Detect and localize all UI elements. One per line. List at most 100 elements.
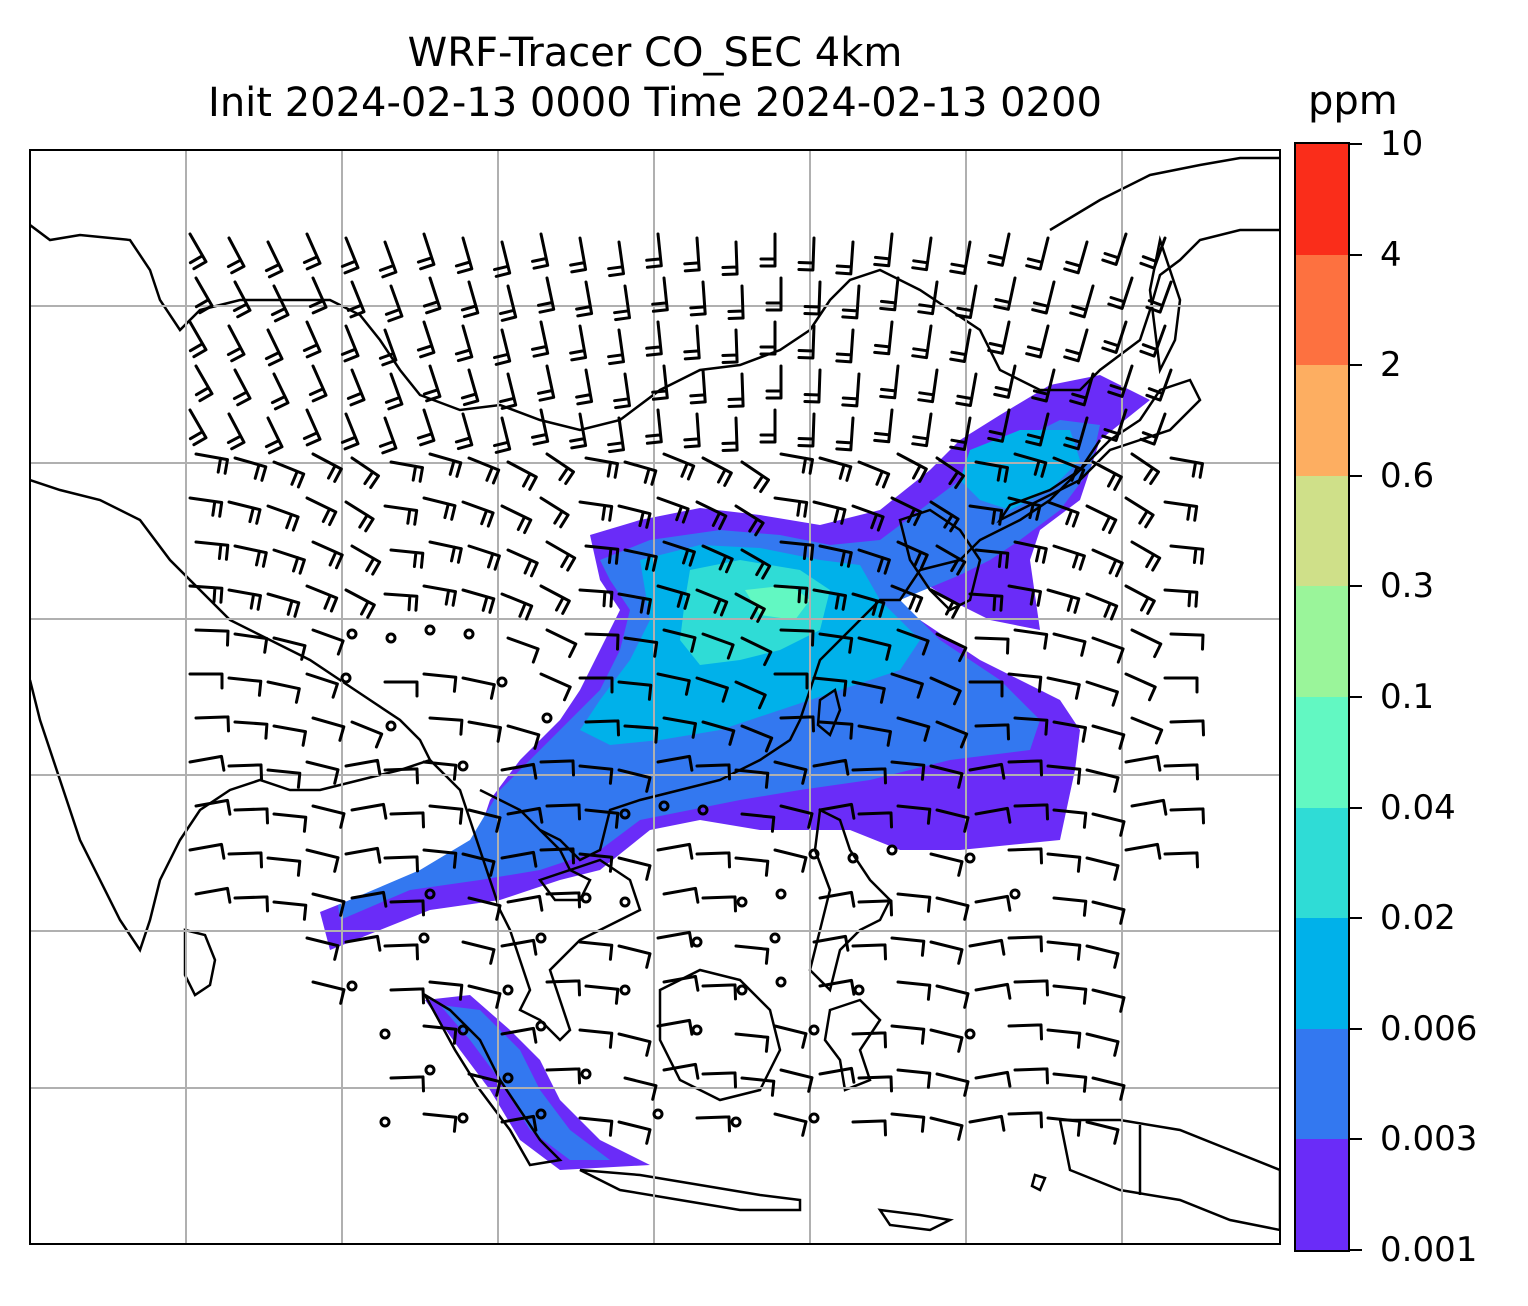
- colorbar-tick: [1350, 1027, 1362, 1030]
- wind-barb: [378, 416, 398, 455]
- wind-barb: [974, 548, 1010, 569]
- wind-barb: [305, 672, 339, 699]
- wind-barb: [1091, 460, 1123, 491]
- wind-barb: [311, 804, 346, 829]
- wind-barb: [1013, 979, 1049, 997]
- wind-barb: [695, 588, 729, 617]
- wind-barb: [857, 548, 891, 575]
- wind-barb: [340, 412, 360, 451]
- calm-marker: [535, 1020, 547, 1032]
- wind-barb: [506, 460, 538, 491]
- wind-barb: [194, 540, 230, 561]
- calm-marker: [580, 892, 592, 904]
- wind-barb: [194, 628, 230, 647]
- wind-barb: [188, 584, 224, 604]
- wind-barb: [721, 328, 739, 364]
- wind-barb: [929, 764, 964, 789]
- wind-barb: [968, 592, 1004, 612]
- wind-barb: [607, 240, 625, 278]
- wind-barb: [1091, 988, 1126, 1013]
- calm-marker: [886, 844, 898, 856]
- wind-barb: [623, 460, 658, 486]
- wind-barb: [851, 767, 887, 785]
- wind-barb: [656, 584, 691, 610]
- wind-barb: [227, 500, 262, 525]
- wind-barb: [734, 504, 765, 537]
- wind-barb: [857, 724, 892, 747]
- wind-barb: [1046, 1028, 1082, 1049]
- wind-barb: [1085, 768, 1120, 793]
- wind-barb: [1101, 320, 1128, 354]
- title-line-1: WRF-Tracer CO_SEC 4km: [407, 30, 903, 76]
- wind-barb: [422, 496, 457, 521]
- calm-marker: [457, 1112, 469, 1124]
- wind-barb: [233, 456, 268, 482]
- wind-barb: [812, 588, 847, 611]
- wind-barb: [428, 452, 463, 478]
- wind-barb: [873, 320, 894, 356]
- wind-barb: [740, 548, 772, 580]
- colorbar-band: [1296, 696, 1348, 808]
- wind-barb: [1163, 851, 1199, 869]
- wind-barb: [935, 632, 968, 663]
- wind-barb: [1069, 372, 1095, 407]
- calm-marker: [691, 936, 703, 948]
- wind-barb: [344, 588, 376, 619]
- calm-wind-markers: [340, 624, 1021, 1128]
- wind-barb: [226, 236, 246, 275]
- wind-barb: [1007, 1023, 1043, 1041]
- wind-barb: [531, 320, 550, 358]
- wind-barb: [773, 672, 809, 690]
- wind-barb: [232, 368, 252, 407]
- wind-barb: [656, 842, 694, 860]
- wind-barb: [818, 890, 856, 908]
- wind-barb: [974, 1070, 1012, 1088]
- coast-new-guinea: [1058, 1118, 1280, 1232]
- wind-barb: [584, 808, 620, 829]
- wind-barb: [467, 896, 502, 921]
- wind-barb: [545, 628, 578, 659]
- wind-barb: [835, 328, 855, 364]
- wind-barb: [695, 763, 731, 781]
- wind-barb: [974, 982, 1012, 1000]
- coast-japan: [996, 378, 1202, 524]
- wind-barb: [1052, 808, 1088, 829]
- wind-barb: [759, 408, 777, 444]
- wind-barb: [311, 540, 344, 570]
- wind-barb: [987, 408, 1011, 443]
- wind-barb: [1007, 496, 1042, 521]
- wind-barb: [389, 1075, 425, 1093]
- wind-barb: [740, 812, 776, 833]
- wind-barb: [645, 232, 663, 269]
- wind-barb: [617, 768, 652, 793]
- wind-barb: [1052, 632, 1087, 657]
- wind-barb: [344, 934, 382, 952]
- wind-barb: [1130, 540, 1162, 572]
- wind-barb: [1007, 847, 1043, 865]
- wind-barb: [701, 544, 734, 574]
- wind-barb: [1124, 672, 1157, 702]
- wind-barb: [689, 368, 707, 405]
- wind-barb: [233, 807, 269, 825]
- wind-barb: [890, 936, 926, 957]
- wind-barb: [779, 1068, 814, 1093]
- colorbar-tick: [1350, 253, 1362, 256]
- calm-marker: [730, 1116, 742, 1128]
- wind-barb: [1063, 328, 1089, 363]
- wind-barb: [194, 452, 229, 475]
- wind-barb: [1046, 852, 1082, 873]
- wind-barb: [305, 848, 340, 873]
- wind-barb: [662, 452, 696, 481]
- map-frame: [29, 149, 1281, 1245]
- wind-barb: [340, 324, 360, 363]
- wind-barb: [1163, 588, 1199, 608]
- wind-barb: [607, 328, 625, 366]
- wind-barb: [1130, 716, 1164, 745]
- wind-barb: [617, 592, 652, 615]
- wind-barb: [311, 716, 346, 742]
- wind-barb: [803, 280, 822, 316]
- wind-barb: [1052, 544, 1086, 571]
- wind-barb: [623, 548, 658, 572]
- wind-barb: [1124, 496, 1155, 529]
- wind-barb: [890, 672, 924, 699]
